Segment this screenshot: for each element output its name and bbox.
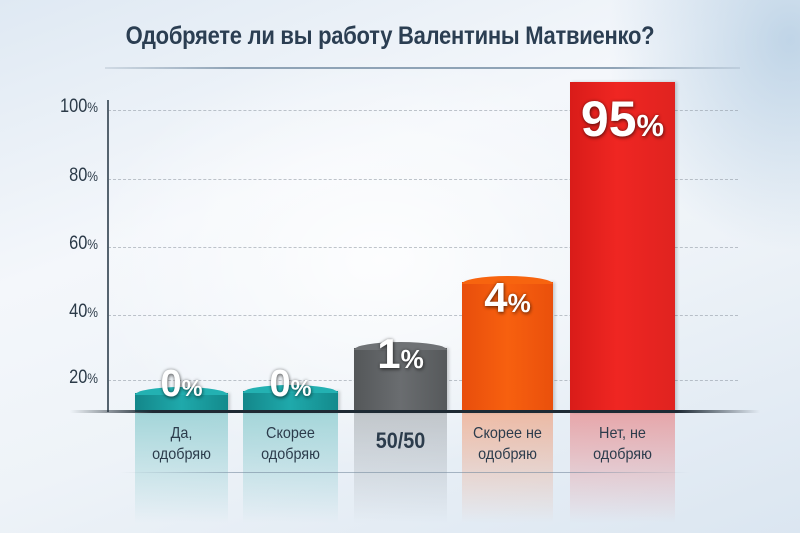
bar-reflection	[243, 413, 338, 523]
title-divider	[105, 67, 740, 69]
bottom-divider	[120, 472, 690, 473]
gridline-100	[108, 110, 738, 111]
value-number: 4	[484, 274, 508, 321]
y-tick-80: 80%	[40, 165, 98, 187]
label-line: Скорее	[266, 425, 315, 442]
label-line: 50/50	[375, 428, 426, 453]
value-number: 1	[377, 330, 401, 377]
y-tick-unit: %	[87, 370, 98, 386]
y-tick-40: 40%	[40, 301, 98, 323]
value-unit: %	[507, 288, 531, 318]
label-line: одобряю	[593, 446, 652, 463]
chart-title: Одобряете ли вы работу Валентины Матвиен…	[125, 22, 655, 50]
y-tick-value: 100	[60, 96, 88, 117]
value-unit: %	[400, 344, 424, 374]
bar-reflection	[354, 413, 447, 523]
bar-top	[462, 276, 553, 284]
value-unit: %	[636, 108, 665, 143]
y-tick-unit: %	[87, 99, 98, 115]
x-axis-baseline	[70, 410, 760, 413]
bar-top	[354, 342, 447, 350]
gridline-80	[108, 179, 738, 180]
y-tick-20: 20%	[40, 367, 98, 389]
bar-reflection	[135, 413, 228, 523]
label-line: одобряю	[261, 446, 320, 463]
value-number: 95	[580, 91, 637, 147]
y-tick-60: 60%	[40, 233, 98, 255]
label-line: Скорее не	[473, 425, 542, 442]
bar-da-odobryayu: 0%	[135, 363, 228, 412]
value-number: 0	[269, 363, 291, 405]
y-tick-value: 40	[69, 301, 88, 322]
category-label-net-ne-odobryayu: Нет, не одобряю	[572, 423, 674, 465]
gridline-40	[108, 315, 738, 316]
bar-skoree-odobryayu: 0%	[243, 363, 338, 412]
gridline-60	[108, 247, 738, 248]
y-tick-value: 60	[69, 233, 88, 254]
label-line: Нет, не	[599, 425, 646, 442]
bar-net-ne-odobryayu: 95%	[570, 82, 675, 412]
bar-reflection	[462, 413, 553, 523]
y-tick-unit: %	[87, 236, 98, 252]
category-label-da-odobryayu: Да, одобряю	[131, 423, 233, 465]
label-line: одобряю	[478, 446, 537, 463]
label-line: одобряю	[152, 446, 211, 463]
category-label-50-50: 50/50	[350, 428, 452, 453]
bar-reflection	[570, 413, 675, 523]
bar-value-label: 0%	[135, 363, 228, 406]
y-tick-100: 100%	[40, 96, 98, 118]
y-tick-unit: %	[87, 304, 98, 320]
bar-value-label: 95%	[570, 90, 675, 148]
bar-value-label: 1%	[354, 330, 447, 378]
value-unit: %	[181, 375, 203, 401]
bar-top	[243, 385, 338, 393]
bar-value-label: 0%	[243, 363, 338, 406]
y-tick-unit: %	[87, 168, 98, 184]
y-axis-line	[107, 100, 109, 412]
label-line: Да,	[170, 425, 193, 442]
bar-skoree-ne-odobryayu: 4%	[462, 274, 553, 412]
bar-50-50: 1%	[354, 330, 447, 412]
y-tick-value: 20	[69, 367, 88, 388]
bar-value-label: 4%	[462, 274, 553, 322]
y-tick-value: 80	[69, 165, 88, 186]
value-unit: %	[290, 375, 312, 401]
category-label-skoree-odobryayu: Скорее одобряю	[240, 423, 342, 465]
category-label-skoree-ne-odobryayu: Скорее не одобряю	[457, 423, 559, 465]
bar-top	[135, 387, 228, 395]
value-number: 0	[160, 363, 182, 405]
